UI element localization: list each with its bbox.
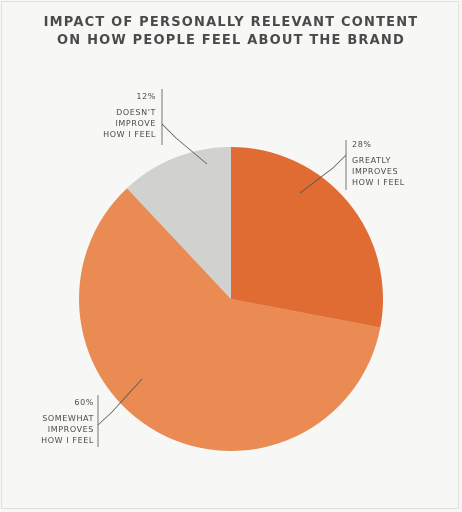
data-label-text-doesnt-improve-3: HOW I FEEL [103, 130, 156, 139]
data-label-text-greatly-improves-3: HOW I FEEL [352, 178, 405, 187]
data-label-text-greatly-improves-2: IMPROVES [352, 167, 398, 176]
chart-title: IMPACT OF PERSONALLY RELEVANT CONTENT ON… [0, 14, 462, 50]
data-label-text-greatly-improves-1: GREATLY [352, 156, 391, 165]
leader-line-somewhat-improves [97, 378, 143, 426]
data-label-text-somewhat-improves-1: SOMEWHAT [42, 414, 94, 423]
pie-slice-doesnt-improve [126, 147, 231, 299]
chart-title-line-1: IMPACT OF PERSONALLY RELEVANT CONTENT [43, 15, 419, 30]
pie-slice-greatly-improves [231, 147, 383, 328]
leader-line-greatly-improves [299, 154, 347, 194]
data-label-value-doesnt-improve: 12% [136, 92, 156, 101]
data-label-text-somewhat-improves-3: HOW I FEEL [41, 436, 94, 445]
pie-slice-somewhat-improves [78, 188, 381, 451]
data-label-value-greatly-improves: 28% [352, 140, 372, 149]
data-label-text-doesnt-improve-2: IMPROVE [115, 119, 156, 128]
chart-title-line-2: ON HOW PEOPLE FEEL ABOUT THE BRAND [57, 33, 405, 48]
data-label-text-doesnt-improve-1: DOESN'T [116, 108, 156, 117]
data-label-value-somewhat-improves: 60% [74, 398, 94, 407]
leader-line-doesnt-improve [161, 123, 208, 165]
data-label-text-somewhat-improves-2: IMPROVES [48, 425, 94, 434]
